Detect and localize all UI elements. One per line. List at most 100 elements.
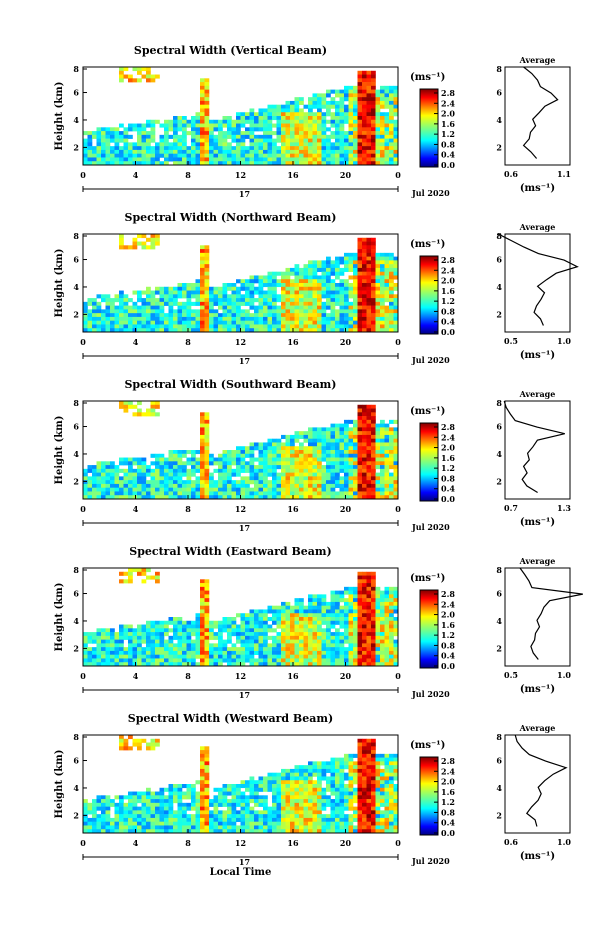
heatmap-cell [335,617,340,621]
heatmap-cell [263,651,268,655]
heatmap-cell [385,86,390,90]
heatmap-cell [353,264,358,268]
heatmap-cell [277,146,282,150]
heatmap-cell [146,810,151,814]
heatmap-cell [299,461,304,465]
heatmap-cell [128,458,133,462]
heatmap-cell [97,127,102,131]
heatmap-cell [362,442,367,446]
heatmap-cell [389,253,394,257]
heatmap-cell [371,655,376,659]
heatmap-cell [232,617,237,621]
heatmap-cell [205,260,210,264]
heatmap-cell [106,465,111,469]
heatmap-cell [178,647,183,651]
heatmap-cell [290,450,295,454]
heatmap-cell [250,458,255,462]
heatmap-cell [119,146,124,150]
heatmap-cell [187,643,192,647]
heatmap-cell [196,625,201,629]
heatmap-cell [263,461,268,465]
heatmap-cell [349,625,354,629]
heatmap-cell [254,788,259,792]
heatmap-cell [232,643,237,647]
heatmap-cell [286,127,291,131]
heatmap-cell [241,628,246,632]
heatmap-cell [317,294,322,298]
heatmap-cell [371,298,376,302]
heatmap-cell [245,643,250,647]
heatmap-cell [371,131,376,135]
colorbar-tick-label: 1.2 [441,296,455,306]
heatmap-cell [353,101,358,105]
heatmap-cell [245,157,250,161]
heatmap-cell [151,799,156,803]
heatmap-cell [200,647,205,651]
heatmap-cell [205,799,210,803]
heatmap-cell [200,131,205,135]
heatmap-cell [205,283,210,287]
heatmap-cell [331,142,336,146]
heatmap-cell [281,647,286,651]
heatmap-cell [313,260,318,264]
heatmap-cell [119,242,124,246]
heatmap-cell [196,825,201,829]
heatmap-cell [385,491,390,495]
heatmap-cell [317,465,322,469]
heatmap-cell [295,135,300,139]
heatmap-cell [191,324,196,328]
heatmap-cell [250,287,255,291]
heatmap-cell [101,150,106,154]
heatmap-cell [349,302,354,306]
heatmap-cell [205,469,210,473]
heatmap-cell [331,431,336,435]
heatmap-cell [385,131,390,135]
heatmap-cell [169,124,174,128]
heatmap-cell [182,142,187,146]
heatmap-cell [272,655,277,659]
heatmap-cell [142,792,147,796]
heatmap-cell [236,287,241,291]
heatmap-cell [286,131,291,135]
heatmap-cell [245,613,250,617]
heatmap-cell [371,249,376,253]
heatmap-cell [196,313,201,317]
heatmap-cell [317,268,322,272]
heatmap-cell [344,131,349,135]
heatmap-cell [164,157,169,161]
heatmap-cell [389,488,394,492]
heatmap-cell [200,818,205,822]
heatmap-cell [290,655,295,659]
heatmap-cell [349,621,354,625]
heatmap-cell [371,272,376,276]
heatmap-cell [173,458,178,462]
heatmap-cell [358,291,363,295]
heatmap-cell [241,283,246,287]
heatmap-cell [340,598,345,602]
heatmap-cell [389,476,394,480]
heatmap-cell [358,135,363,139]
heatmap-cell [241,139,246,143]
heatmap-cell [367,257,372,261]
heatmap-cell [353,594,358,598]
heatmap-cell [304,154,309,158]
heatmap-cell [205,317,210,321]
heatmap-cell [187,476,192,480]
heatmap-cell [196,458,201,462]
heatmap-cell [304,268,309,272]
heatmap-cell [376,640,381,644]
heatmap-cell [137,157,142,161]
heatmap-cell [227,321,232,325]
heatmap-cell [353,458,358,462]
heatmap-cell [173,302,178,306]
heatmap-cell [223,655,228,659]
heatmap-cell [335,154,340,158]
heatmap-cell [326,617,331,621]
heatmap-cell [304,446,309,450]
heatmap-cell [290,127,295,131]
heatmap-cell [137,739,142,743]
heatmap-cell [259,287,264,291]
heatmap-cell [317,279,322,283]
heatmap-cell [295,124,300,128]
heatmap-cell [83,807,88,811]
